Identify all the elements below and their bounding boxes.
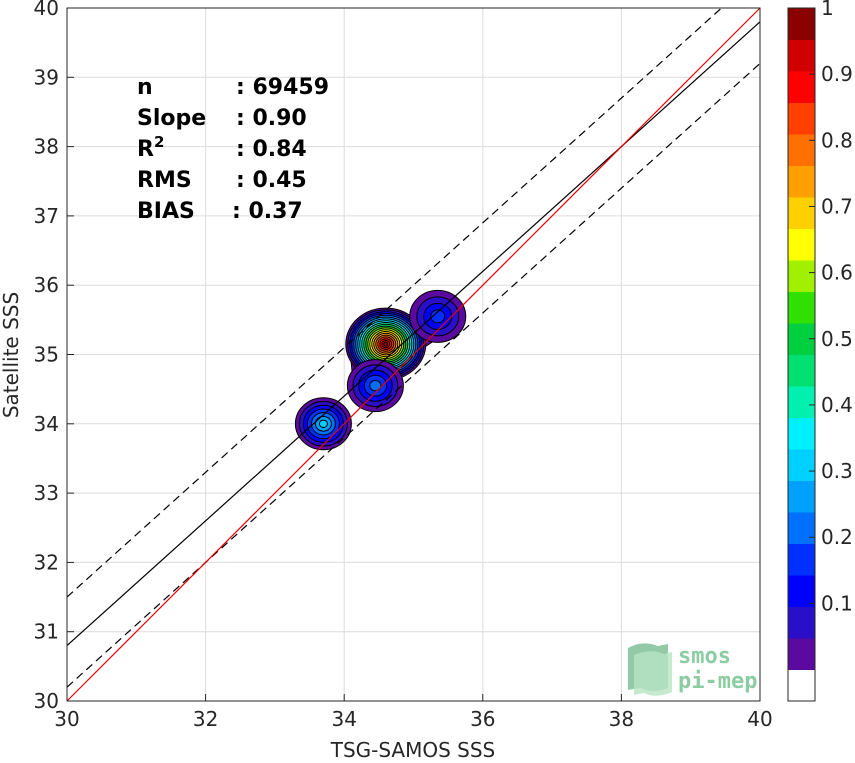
- y-tick-label: 36: [34, 273, 59, 297]
- colorbar-tick-label: 0.8: [821, 128, 853, 152]
- stat-value: : 0.45: [236, 168, 307, 193]
- colorbar-swatch: [788, 354, 815, 387]
- colorbar-swatch: [788, 102, 815, 135]
- regression-line: [66, 21, 761, 647]
- y-tick-label: 32: [34, 550, 59, 574]
- colorbar-swatch: [788, 228, 815, 261]
- density-contour-level: [430, 309, 446, 324]
- density-contour-level: [369, 379, 382, 392]
- y-tick-label: 40: [34, 0, 59, 20]
- x-tick-label: 34: [331, 707, 356, 731]
- colorbar-swatch: [788, 480, 815, 513]
- x-axis-ticks: 30 32 34 36 38 40: [54, 694, 773, 731]
- stat-label: BIAS: [137, 199, 195, 224]
- x-tick-label: 36: [470, 707, 495, 731]
- colorbar-tick-label: 0.6: [821, 261, 853, 285]
- colorbar-swatch: [788, 197, 815, 229]
- stat-value: : 69459: [236, 75, 329, 100]
- density-contour-level: [318, 419, 328, 429]
- stat-label-superscript: 2: [154, 133, 164, 151]
- y-tick-label: 39: [34, 65, 59, 89]
- colorbar-swatch: [788, 417, 815, 450]
- y-tick-label: 35: [34, 343, 59, 367]
- smos-pimep-logo: smos pi-mep: [628, 643, 757, 696]
- colorbar-swatch: [788, 543, 815, 576]
- y-tick-label: 33: [34, 481, 59, 505]
- colorbar-swatch: [788, 260, 815, 292]
- stat-value: : 0.84: [236, 137, 307, 162]
- colorbar-swatch: [788, 8, 815, 40]
- plot-area: 30 32 34 36 38 40 30 31 32 33 34 35 36 37 38 39 40 n : 6…: [34, 0, 773, 731]
- x-tick-label: 30: [54, 707, 79, 731]
- y-tick-label: 37: [34, 204, 59, 228]
- stat-label: n: [137, 75, 153, 100]
- colorbar-tick-label: 0.7: [821, 194, 853, 218]
- x-axis-label: TSG-SAMOS SSS: [330, 738, 496, 762]
- colorbar-swatch: [788, 575, 815, 607]
- regression-upper-bound-line: [66, 7, 722, 598]
- colorbar-swatch: [788, 638, 815, 670]
- logo-line2: pi-mep: [678, 669, 757, 694]
- one-to-one-line: [66, 7, 761, 702]
- colorbar-swatch: [788, 606, 815, 639]
- stat-label: RMS: [137, 168, 192, 193]
- colorbar-swatch: [788, 512, 815, 544]
- y-tick-label: 38: [34, 135, 59, 159]
- colorbar-swatch: [788, 449, 815, 481]
- density-contour-level: [383, 341, 389, 347]
- colorbar-tick-label: 0.5: [821, 327, 853, 351]
- logo-waves-icon: [628, 643, 672, 696]
- colorbar-swatch: [788, 39, 815, 72]
- colorbar-tick-label: 1: [821, 0, 834, 20]
- y-tick-label: 31: [34, 620, 59, 644]
- y-tick-label: 34: [34, 412, 59, 436]
- x-tick-label: 40: [747, 707, 772, 731]
- y-axis-ticks: 30 31 32 33 34 35 36 37 38 39 40: [34, 0, 74, 713]
- colorbar-swatch: [788, 669, 815, 702]
- stat-value: : 0.90: [236, 106, 307, 131]
- logo-line1: smos: [678, 644, 731, 669]
- colorbar-tick-label: 0.4: [821, 393, 853, 417]
- stat-label: Slope: [137, 106, 206, 131]
- colorbar-swatch: [788, 291, 815, 324]
- colorbar-swatch: [788, 386, 815, 418]
- x-tick-label: 32: [193, 707, 218, 731]
- colorbar-swatch: [788, 165, 815, 198]
- y-axis-label: Satellite SSS: [0, 292, 23, 418]
- colorbar-tick-label: 0.1: [821, 591, 853, 615]
- x-tick-label: 38: [609, 707, 634, 731]
- stat-value: : 0.37: [232, 199, 303, 224]
- colorbar-frame: [787, 7, 816, 702]
- colorbar-swatch: [788, 134, 815, 166]
- y-tick-label: 30: [34, 689, 59, 713]
- colorbar-swatch: [788, 71, 815, 103]
- regression-lines: [66, 7, 761, 702]
- colorbar-tick-label: 0.9: [821, 62, 853, 86]
- colorbar-tick-label: 0.2: [821, 525, 853, 549]
- colorbar: 0.1 0.2 0.3 0.4 0.5 0.6 0.7 0.8 0.9 1: [787, 0, 853, 702]
- colorbar-tick-label: 0.3: [821, 459, 853, 483]
- grid: [66, 7, 761, 702]
